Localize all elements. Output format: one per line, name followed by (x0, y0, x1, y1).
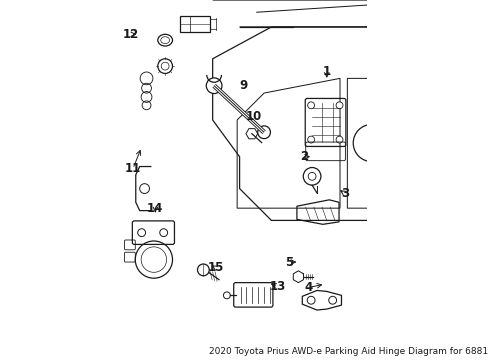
Text: 14: 14 (147, 202, 163, 215)
Text: 10: 10 (245, 109, 262, 123)
Circle shape (160, 229, 167, 237)
Text: 12: 12 (122, 28, 139, 41)
Text: 5: 5 (285, 256, 293, 269)
Circle shape (306, 296, 314, 304)
Circle shape (257, 126, 270, 139)
Text: 1: 1 (322, 64, 330, 77)
Polygon shape (293, 271, 303, 283)
Circle shape (307, 136, 314, 143)
Text: 11: 11 (124, 162, 141, 175)
Text: 2020 Toyota Prius AWD-e Parking Aid Hinge Diagram for 68810-47061: 2020 Toyota Prius AWD-e Parking Aid Hing… (208, 347, 488, 356)
Circle shape (335, 136, 342, 143)
Text: 3: 3 (340, 187, 348, 200)
Text: 9: 9 (239, 79, 247, 92)
Circle shape (206, 78, 222, 94)
Text: 13: 13 (269, 280, 285, 293)
Text: 2: 2 (300, 150, 308, 163)
Circle shape (328, 296, 336, 304)
Circle shape (138, 229, 145, 237)
Circle shape (335, 102, 342, 109)
Text: 15: 15 (207, 261, 224, 274)
Text: 4: 4 (304, 281, 312, 294)
Circle shape (307, 102, 314, 109)
